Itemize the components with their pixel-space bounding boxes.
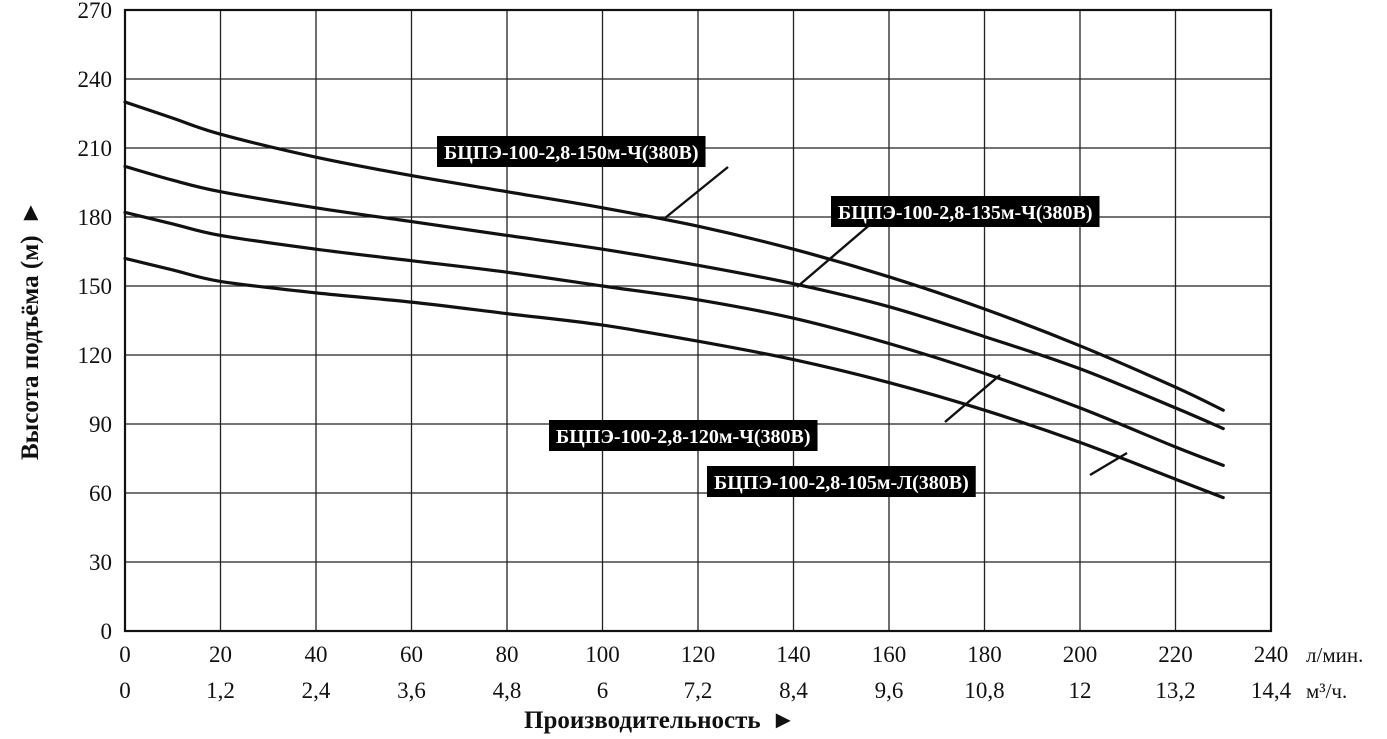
x2-tick-label: 7,2: [684, 678, 713, 703]
y-axis-arrow: ►: [17, 200, 44, 225]
x2-tick-label: 8,4: [779, 678, 808, 703]
x-tick-label: 200: [1063, 642, 1098, 667]
y-tick-label: 0: [101, 619, 113, 644]
y-tick-label: 150: [78, 274, 113, 299]
curves: [123, 100, 1225, 500]
y-tick-label: 90: [89, 412, 112, 437]
series-label-text: БЦПЭ-100-2,8-135м-Ч(380В): [838, 202, 1093, 224]
x2-tick-label: 1,2: [206, 678, 235, 703]
x-tick-label: 220: [1158, 642, 1193, 667]
x2-tick-label: 9,6: [875, 678, 904, 703]
series-labels: БЦПЭ-100-2,8-150м-Ч(380В) БЦПЭ-100-2,8-13…: [437, 136, 1128, 497]
x2-tick-label: 14,4: [1251, 678, 1292, 703]
y-tick-label: 60: [89, 481, 112, 506]
leader-line: [796, 221, 874, 288]
grid: [123, 8, 1273, 633]
series-curve: [123, 164, 1225, 431]
x-tick-label: 0: [119, 642, 131, 667]
x-tick-label: 40: [305, 642, 328, 667]
x2-tick-label: 12: [1069, 678, 1092, 703]
series-label: БЦПЭ-100-2,8-150м-Ч(380В): [437, 136, 729, 219]
series-label: БЦПЭ-100-2,8-120м-Ч(380В): [549, 374, 1001, 451]
x2-tick-label: 2,4: [302, 678, 331, 703]
x-tick-label: 160: [872, 642, 907, 667]
series-label-box: [707, 466, 976, 497]
series-label: БЦПЭ-100-2,8-135м-Ч(380В): [796, 196, 1100, 288]
series-label-box: [549, 420, 818, 451]
x2-unit-label: м³/ч.: [1306, 679, 1347, 703]
y-tick-label: 120: [78, 343, 113, 368]
y-tick-label: 210: [78, 136, 113, 161]
series-label-text: БЦПЭ-100-2,8-120м-Ч(380В): [556, 426, 811, 448]
series-label-box: [831, 196, 1100, 227]
x2-tick-label: 4,8: [493, 678, 522, 703]
y-tick-label: 240: [78, 67, 113, 92]
x-tick-label: 20: [209, 642, 232, 667]
x-tick-label: 140: [776, 642, 811, 667]
x-tick-label: 80: [496, 642, 519, 667]
series-label-text: БЦПЭ-100-2,8-150м-Ч(380В): [444, 142, 699, 164]
x-unit-label: л/мин.: [1306, 643, 1363, 667]
leader-line: [1089, 451, 1128, 477]
x2-tick-label: 6: [597, 678, 609, 703]
leader-line: [664, 166, 729, 219]
y-tick-label: 270: [78, 0, 113, 23]
x-axis-title: Производительность ►: [524, 707, 796, 734]
leader-line: [944, 374, 1001, 423]
series-curve: [123, 100, 1225, 412]
x2-tick-label: 0: [119, 678, 131, 703]
x-tick-label: 240: [1254, 642, 1289, 667]
x2-tick-label: 3,6: [397, 678, 426, 703]
series-label-text: БЦПЭ-100-2,8-105м-Л(380В): [714, 472, 969, 494]
y-tick-label: 30: [89, 550, 112, 575]
plot-frame: [123, 8, 1273, 633]
x-tick-label: 120: [681, 642, 716, 667]
x-tick-label: 100: [585, 642, 620, 667]
series-label-box: [437, 136, 706, 167]
y-tick-label: 180: [78, 205, 113, 230]
series-curve: [123, 256, 1225, 500]
x2-tick-label: 10,8: [964, 678, 1004, 703]
series-label: БЦПЭ-100-2,8-105м-Л(380В): [707, 451, 1128, 497]
x-tick-label: 60: [400, 642, 423, 667]
x2-tick-label: 13,2: [1155, 678, 1195, 703]
series-curve: [123, 210, 1225, 467]
x-tick-label: 180: [967, 642, 1002, 667]
y-axis-title: Высота подъёма (м) ►: [17, 200, 44, 460]
x-axis-arrow: ►: [771, 707, 796, 734]
